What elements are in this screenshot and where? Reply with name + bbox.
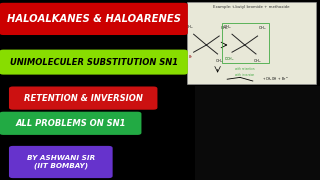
Text: $\mathrm{CH_3}$: $\mathrm{CH_3}$ xyxy=(223,23,231,31)
Text: with inversion: with inversion xyxy=(235,73,254,77)
Text: $\mathrm{OCH_3}$: $\mathrm{OCH_3}$ xyxy=(224,55,234,62)
Text: UNIMOLECULER SUBSTITUTION SN1: UNIMOLECULER SUBSTITUTION SN1 xyxy=(10,58,178,67)
FancyBboxPatch shape xyxy=(9,86,157,110)
Text: $\mathrm{CH_3}$: $\mathrm{CH_3}$ xyxy=(215,58,223,65)
Text: Example: t-butyl bromide + methoxide: Example: t-butyl bromide + methoxide xyxy=(213,5,290,9)
Text: Br: Br xyxy=(188,55,192,59)
Text: ALL PROBLEMS ON SN1: ALL PROBLEMS ON SN1 xyxy=(15,119,126,128)
Text: $\mathrm{CH_3}$: $\mathrm{CH_3}$ xyxy=(258,25,267,32)
FancyBboxPatch shape xyxy=(0,50,188,75)
Text: BY ASHWANI SIR
(IIT BOMBAY): BY ASHWANI SIR (IIT BOMBAY) xyxy=(27,155,95,169)
Text: $\mathrm{CH_3}$: $\mathrm{CH_3}$ xyxy=(253,58,262,65)
Text: with retention: with retention xyxy=(235,67,254,71)
Text: HALOALKANES & HALOARENES: HALOALKANES & HALOARENES xyxy=(7,14,180,24)
Text: $\mathrm{CH_3}$: $\mathrm{CH_3}$ xyxy=(185,23,193,31)
Text: RETENTION & INVERSION: RETENTION & INVERSION xyxy=(24,94,143,103)
Text: $\mathrm{CH_3}$: $\mathrm{CH_3}$ xyxy=(220,25,228,32)
FancyBboxPatch shape xyxy=(0,3,188,35)
FancyBboxPatch shape xyxy=(195,86,320,180)
FancyBboxPatch shape xyxy=(0,112,141,135)
FancyBboxPatch shape xyxy=(9,146,113,178)
Text: $+\ \mathrm{CH_3OH}\ +\ \mathrm{Br^-}$: $+\ \mathrm{CH_3OH}\ +\ \mathrm{Br^-}$ xyxy=(262,75,289,83)
FancyBboxPatch shape xyxy=(187,2,316,84)
